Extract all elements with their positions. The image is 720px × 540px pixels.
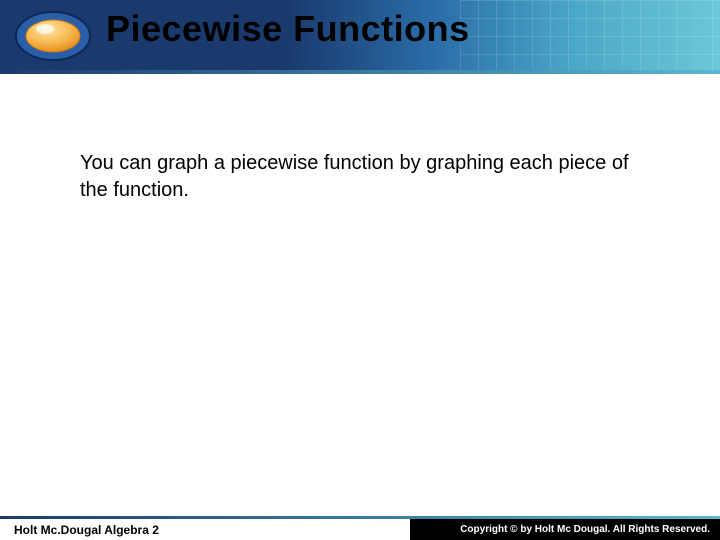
header-underline <box>0 70 720 74</box>
slide-header: Piecewise Functions <box>0 0 720 74</box>
body-text: You can graph a piecewise function by gr… <box>80 150 650 204</box>
footer-copyright-text: Copyright © by Holt Mc Dougal. All Right… <box>460 524 710 535</box>
slide-title: Piecewise Functions <box>106 8 470 50</box>
header-grid-pattern <box>460 0 720 74</box>
footer-copyright-bar: Copyright © by Holt Mc Dougal. All Right… <box>410 519 720 540</box>
slide-footer: Holt Mc.Dougal Algebra 2 Copyright © by … <box>0 516 720 540</box>
brand-oval-icon <box>14 10 92 62</box>
footer-course-label: Holt Mc.Dougal Algebra 2 <box>14 523 159 537</box>
